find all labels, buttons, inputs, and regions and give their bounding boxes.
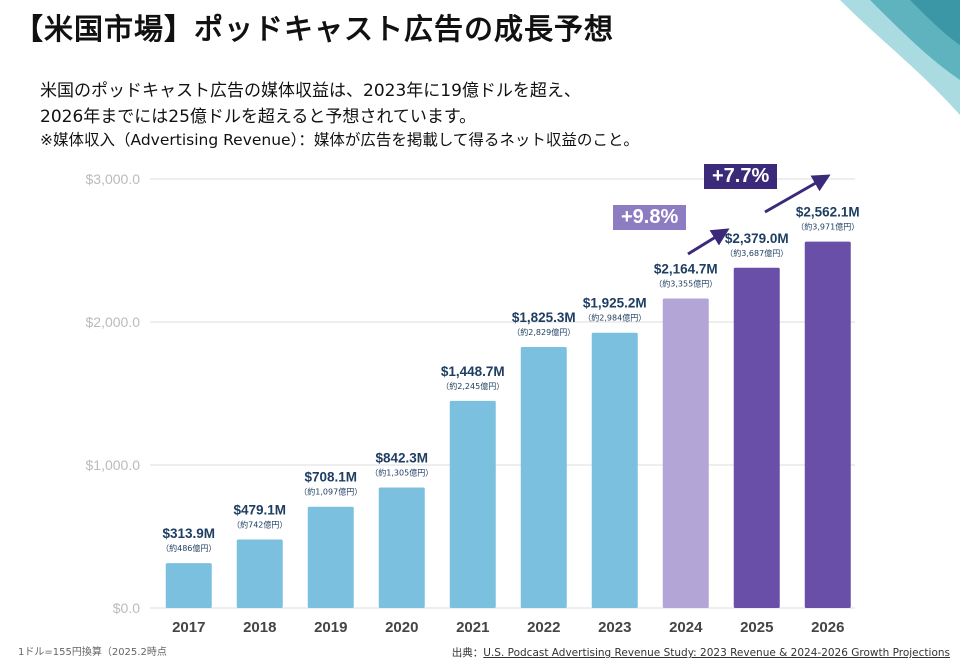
yen-label: （約2,984億円） xyxy=(583,313,646,323)
y-tick-label: $2,000.0 xyxy=(86,314,141,330)
bar-2024 xyxy=(662,298,709,608)
x-tick-label: 2021 xyxy=(456,619,489,636)
value-label: $479.1M xyxy=(233,502,286,517)
subtitle-line-2: 2026年までには25億ドルを超えると予想されています。 xyxy=(40,107,477,127)
yen-label: （約742億円） xyxy=(232,519,287,529)
subtitle-note: ※媒体収入（Advertising Revenue）：媒体が広告を掲載して得るネ… xyxy=(40,131,639,149)
yen-label: （約1,305億円） xyxy=(370,468,433,478)
x-tick-label: 2020 xyxy=(385,619,418,636)
yen-label: （約1,097億円） xyxy=(299,487,362,497)
growth-badge-2025: +9.8% xyxy=(613,205,687,230)
value-label: $2,562.1M xyxy=(796,205,860,220)
bar-2022 xyxy=(520,346,567,608)
bar-2020 xyxy=(378,487,425,608)
value-label: $1,925.2M xyxy=(583,296,647,311)
exchange-rate-note: 1ドル=155円換算（2025.2時点 xyxy=(18,647,167,658)
growth-arrow-icon xyxy=(687,228,730,256)
growth-arrow-icon xyxy=(764,174,831,214)
source-label: 出典： xyxy=(451,647,484,659)
x-tick-label: 2024 xyxy=(669,619,703,636)
decorative-wave xyxy=(840,0,960,115)
value-label: $842.3M xyxy=(375,451,428,466)
page-title: 【米国市場】ポッドキャスト広告の成長予想 xyxy=(14,12,615,46)
growth-badge-2026: +7.7% xyxy=(704,164,778,189)
value-label: $2,379.0M xyxy=(725,231,789,246)
yen-label: （約3,971億円） xyxy=(796,222,859,232)
x-tick-label: 2026 xyxy=(811,619,844,636)
bar-2025 xyxy=(733,267,780,608)
value-label: $708.1M xyxy=(304,470,357,485)
yen-label: （約2,829億円） xyxy=(512,327,575,337)
value-label: $1,825.3M xyxy=(512,310,576,325)
x-tick-label: 2022 xyxy=(527,619,560,636)
y-tick-label: $0.0 xyxy=(113,600,140,616)
yen-label: （約486億円） xyxy=(161,543,216,553)
x-tick-label: 2017 xyxy=(172,619,205,636)
yen-label: （約2,245億円） xyxy=(441,381,504,391)
source-link[interactable]: U.S. Podcast Advertising Revenue Study: … xyxy=(483,647,950,659)
x-tick-label: 2019 xyxy=(314,619,347,636)
x-tick-label: 2023 xyxy=(598,619,631,636)
bar-2019 xyxy=(307,506,354,608)
bar-2018 xyxy=(236,539,283,608)
x-tick-label: 2018 xyxy=(243,619,276,636)
yen-label: （約3,687億円） xyxy=(725,248,788,258)
bar-2023 xyxy=(591,332,638,608)
source: 出典：U.S. Podcast Advertising Revenue Stud… xyxy=(452,645,950,660)
subtitle-line-1: 米国のポッドキャスト広告の媒体収益は、2023年に19億ドルを超え、 xyxy=(40,81,581,101)
bar-2026 xyxy=(804,241,851,609)
value-label: $313.9M xyxy=(162,526,215,541)
bar-2021 xyxy=(449,400,496,608)
x-tick-label: 2025 xyxy=(740,619,773,636)
y-tick-label: $1,000.0 xyxy=(86,457,141,473)
bar-2017 xyxy=(165,563,212,608)
y-tick-label: $3,000.0 xyxy=(86,171,141,187)
value-label: $2,164.7M xyxy=(654,261,718,276)
value-label: $1,448.7M xyxy=(441,364,505,379)
yen-label: （約3,355億円） xyxy=(654,278,717,288)
